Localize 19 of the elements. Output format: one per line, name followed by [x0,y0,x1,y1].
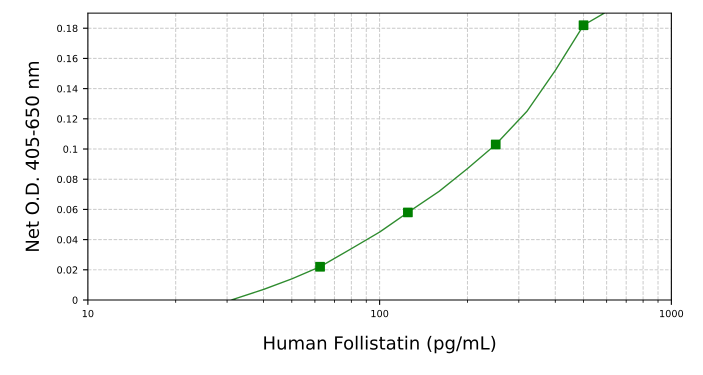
y-tick-label: 0 [72,296,78,304]
y-tick-label: 0.1 [63,145,78,153]
point [315,262,325,272]
x-tick-label: 10 [82,310,94,318]
y-tick-label: 0.18 [57,24,78,32]
y-axis-title: Net O.D. 405-650 nm [25,62,40,251]
y-tick-label: 0.08 [57,176,78,184]
y-tick-label: 0.16 [57,54,78,62]
y-tick-label: 0.14 [57,85,78,92]
y-tick-label: 0.12 [57,115,78,123]
y-tick-label: 0.04 [57,236,78,244]
point [403,208,413,218]
x-axis-title: Human Follistatin (pg/mL) [264,336,496,354]
x-tick-label: 1000 [660,310,684,318]
x-tick-label: 100 [371,310,388,318]
y-tick-label: 0.06 [57,206,78,214]
point [578,20,588,30]
point [490,140,501,150]
y-tick-label: 0.02 [57,266,78,274]
